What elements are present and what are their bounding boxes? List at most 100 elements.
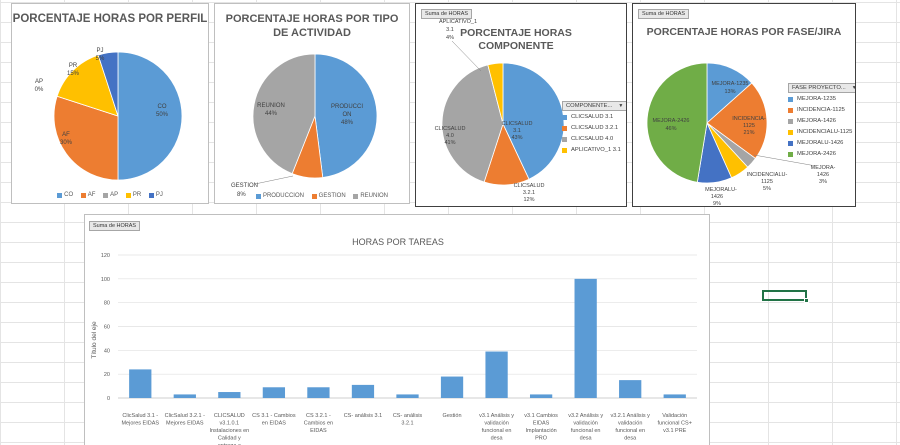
legend-item: REUNION: [353, 193, 388, 200]
chart-componente[interactable]: Suma de HORAS PORCENTAJE HORAS COMPONENT…: [415, 3, 627, 207]
bar[interactable]: [396, 394, 419, 398]
legend-label: MEJORALU-1426: [797, 140, 844, 146]
legend-filter-label: FASE PROYECTO...: [792, 85, 846, 91]
legend-swatch: [788, 151, 793, 157]
x-tick-label: Validación funcional CS+ v3.1 PRE: [658, 413, 692, 434]
y-axis-title: Título del eje: [91, 321, 98, 359]
legend-item: CLICSALUD 4.0: [562, 136, 626, 142]
bar[interactable]: [485, 351, 508, 398]
pie-label-cs31: CLICSALUD: [502, 121, 533, 127]
y-tick-label: 0: [107, 396, 110, 402]
x-tick-label: v3.1 Análisis y validación funcional en des…: [479, 413, 514, 442]
pie-perfil: CO 50% AF 30% AP 0% PR 15% PJ 5%: [35, 48, 183, 181]
pie-label-reunion-pct: 44%: [265, 111, 278, 117]
pivot-field-button[interactable]: Suma de HORAS: [421, 9, 473, 19]
bar[interactable]: [129, 369, 152, 398]
legend-item: PR: [125, 192, 142, 199]
pivot-field-button[interactable]: Suma de HORAS: [89, 221, 141, 231]
pie-label-cs321-2: 3.2.1: [523, 190, 535, 196]
bar[interactable]: [619, 380, 642, 398]
bar[interactable]: [351, 384, 375, 398]
pie-label-mejora-1426-pct: 3%: [819, 179, 827, 185]
pie-label-cs31-2: 3.1: [513, 128, 521, 134]
pie-label-gestion-pct: 8%: [237, 192, 246, 198]
chart-componente-title-2: COMPONENTE: [478, 40, 554, 52]
chart-perfil-legend: CO AF AP PR PJ: [12, 192, 208, 199]
pie-slice-pj[interactable]: [97, 51, 119, 117]
pie-label-pj: PJ: [96, 48, 103, 54]
x-tick-label: CS 3.1 - Cambios en EIDAS: [252, 413, 296, 427]
y-tick-label: 40: [104, 348, 110, 354]
legend-swatch: [103, 192, 109, 198]
pie-label-pr: PR: [69, 63, 78, 69]
legend-item: CO: [57, 192, 73, 199]
pie-label-af: AF: [62, 132, 70, 138]
pie-slice-af[interactable]: [53, 95, 119, 181]
legend-label: AP: [110, 192, 119, 198]
pie-label-ap: AP: [35, 79, 43, 85]
legend-label: INCIDENCIALU-1125: [797, 129, 853, 135]
legend-label: MEJORA-1426: [797, 118, 836, 124]
fill-handle[interactable]: [804, 298, 809, 303]
pie-label-incidencia-1125-pct: 21%: [743, 130, 754, 136]
pie-slice-co[interactable]: [117, 51, 183, 181]
pie-leader-gestion: [254, 175, 294, 185]
legend-swatch: [80, 192, 86, 198]
pie-slice-mejora-2426[interactable]: [646, 62, 708, 183]
x-tick-label: CLICSALUD v3.1.0.1 Instalaciones en Calidad…: [209, 413, 249, 445]
pie-slice-produccion[interactable]: [314, 53, 378, 178]
legend-filter-button[interactable]: COMPONENTE... ▼: [562, 101, 626, 111]
bar[interactable]: [173, 394, 196, 398]
x-tick-label: Gestión: [443, 413, 462, 419]
legend-item: MEJORA-1235: [788, 96, 855, 102]
chart-fase[interactable]: Suma de HORAS PORCENTAJE HORAS POR FASE/…: [632, 3, 856, 207]
x-tick-label: v3.2 Análisis y validación funcional en des…: [568, 413, 603, 442]
x-tick-label: CS- análisis 3.2.1: [393, 413, 423, 427]
chart-perfil[interactable]: PORCENTAJE HORAS POR PERFIL CO 50% AF 30…: [11, 3, 209, 204]
bar[interactable]: [574, 278, 597, 398]
pie-label-mejoralu-1426-pct: 9%: [713, 201, 721, 207]
legend-label: APLICATIVO_1 3.1: [571, 147, 621, 153]
legend-label: CLICSALUD 3.2.1: [571, 125, 619, 131]
chart-tareas[interactable]: Suma de HORAS HORAS POR TAREAS Título de…: [84, 214, 710, 445]
chart-actividad-title-1: PORCENTAJE HORAS POR TIPO: [225, 13, 399, 25]
bar[interactable]: [262, 387, 286, 398]
legend-label: PR: [132, 192, 142, 198]
x-tick-label: CS 3.2.1 -Cambios en EIDAS: [304, 413, 333, 434]
legend-item: AP: [103, 192, 118, 199]
legend-item: INCIDENCIALU-1125: [788, 129, 855, 135]
pie-label-ap-pct: 0%: [35, 87, 44, 93]
x-tick-label: ClicSalud 3.2.1 -Mejores EIDAS: [165, 413, 206, 427]
dropdown-arrow-icon[interactable]: ▼: [618, 103, 624, 109]
x-tick-label: v3.2.1 Análisis y validación funcional en d…: [610, 413, 650, 442]
pie-slice-clicsalud-4-0[interactable]: [441, 64, 504, 183]
pie-label-incidencialu-1125-2: 1125: [761, 179, 773, 185]
bar[interactable]: [307, 387, 330, 398]
legend-swatch: [57, 192, 63, 198]
legend-label: CLICSALUD 4.0: [571, 136, 614, 142]
bar[interactable]: [218, 392, 241, 398]
y-tick-label: 120: [101, 253, 110, 259]
legend-swatch: [788, 118, 793, 124]
legend-item: MEJORALU-1426: [788, 140, 855, 146]
chart-fase-title: PORCENTAJE HORAS POR FASE/JIRA: [646, 26, 842, 38]
chart-actividad[interactable]: PORCENTAJE HORAS POR TIPO DE ACTIVIDAD P…: [214, 3, 410, 204]
dropdown-arrow-icon[interactable]: ▼: [852, 85, 855, 91]
pivot-field-button[interactable]: Suma de HORAS: [638, 9, 690, 19]
bar[interactable]: [529, 394, 553, 398]
selected-cell[interactable]: [762, 290, 809, 303]
pie-label-mejoralu-1426-2: 1426: [711, 194, 723, 200]
bar[interactable]: [663, 394, 686, 398]
pie-label-mejora-1235-pct: 13%: [724, 89, 735, 95]
pie-leader-mejora-1426: [753, 154, 817, 167]
pie-label-co: CO: [158, 104, 167, 110]
legend-item: APLICATIVO_1 3.1: [562, 147, 626, 153]
legend-swatch: [788, 107, 793, 113]
legend-filter-button[interactable]: FASE PROYECTO... ▼: [788, 83, 855, 93]
pie-label-mejora-1235: MEJORA-1235: [712, 81, 749, 87]
pie-slice-aplicativo-1-3-1[interactable]: [487, 62, 504, 125]
pie-slice-reunion[interactable]: [252, 53, 316, 175]
pie-slice-incidencia-1125[interactable]: [706, 82, 768, 159]
bar[interactable]: [440, 376, 464, 398]
chart-actividad-legend: PRODUCCION GESTION REUNION: [215, 193, 409, 200]
